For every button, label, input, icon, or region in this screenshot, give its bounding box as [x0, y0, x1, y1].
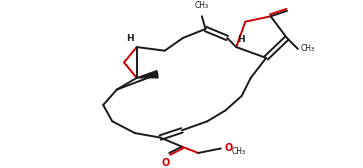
Text: CH₃: CH₃	[301, 44, 315, 53]
Text: CH₃: CH₃	[195, 1, 209, 10]
Text: CH₃: CH₃	[232, 147, 246, 156]
Polygon shape	[137, 71, 158, 78]
Text: H: H	[237, 35, 245, 44]
Text: O: O	[162, 158, 170, 168]
Text: O: O	[224, 143, 233, 153]
Text: H: H	[126, 34, 133, 43]
